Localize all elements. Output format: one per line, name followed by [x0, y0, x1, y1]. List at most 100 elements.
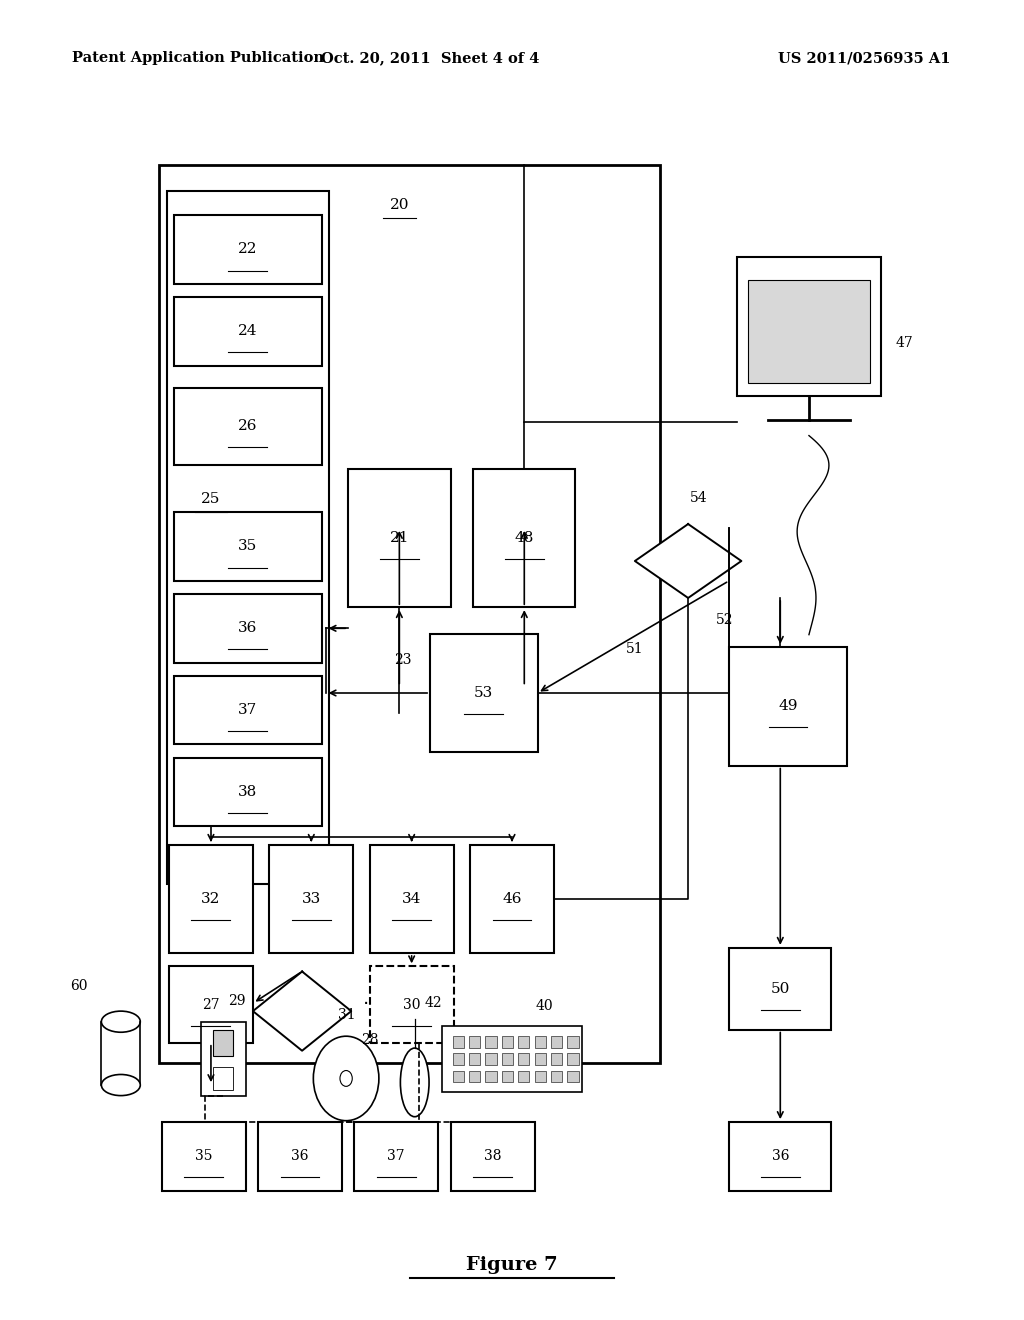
Bar: [535, 1071, 546, 1082]
Bar: [551, 1053, 562, 1065]
Bar: [470, 845, 554, 953]
Circle shape: [313, 1036, 379, 1121]
Bar: [162, 1122, 246, 1191]
Text: 29: 29: [228, 994, 246, 1007]
Text: 35: 35: [239, 540, 257, 553]
Polygon shape: [253, 972, 351, 1051]
Text: 23: 23: [393, 653, 412, 667]
Bar: [551, 1036, 562, 1048]
Text: 37: 37: [387, 1150, 406, 1163]
Text: 38: 38: [483, 1150, 502, 1163]
Bar: [485, 1053, 497, 1065]
Text: 30: 30: [402, 998, 421, 1011]
Text: 47: 47: [896, 337, 913, 350]
Bar: [451, 1122, 535, 1191]
Text: 36: 36: [771, 1150, 790, 1163]
Text: 51: 51: [626, 642, 644, 656]
Bar: [348, 469, 451, 607]
Text: 53: 53: [474, 686, 494, 700]
Bar: [453, 1071, 464, 1082]
Text: 46: 46: [502, 892, 522, 906]
Bar: [535, 1053, 546, 1065]
Bar: [485, 1036, 497, 1048]
Bar: [518, 1071, 529, 1082]
Bar: [201, 1022, 246, 1096]
Text: 54: 54: [689, 491, 708, 504]
Bar: [502, 1053, 513, 1065]
Text: ·: ·: [362, 995, 369, 1014]
Text: 60: 60: [71, 979, 88, 993]
Text: 50: 50: [771, 982, 790, 995]
Bar: [159, 165, 660, 1063]
Text: 36: 36: [291, 1150, 309, 1163]
Bar: [535, 1036, 546, 1048]
Bar: [442, 1026, 582, 1092]
Bar: [370, 845, 454, 953]
Bar: [453, 1036, 464, 1048]
Bar: [502, 1071, 513, 1082]
Text: 26: 26: [238, 420, 258, 433]
Bar: [485, 1071, 497, 1082]
Bar: [101, 1022, 140, 1085]
Text: 32: 32: [202, 892, 220, 906]
Bar: [737, 257, 881, 396]
Bar: [174, 676, 322, 744]
Bar: [258, 1122, 342, 1191]
Bar: [729, 1122, 831, 1191]
Bar: [518, 1053, 529, 1065]
Text: 25: 25: [202, 492, 220, 506]
Bar: [502, 1036, 513, 1048]
Text: 27: 27: [202, 998, 220, 1011]
Text: 52: 52: [716, 614, 733, 627]
Bar: [567, 1036, 579, 1048]
Text: 49: 49: [778, 700, 798, 713]
Ellipse shape: [101, 1074, 140, 1096]
Text: 36: 36: [239, 622, 257, 635]
Text: 34: 34: [402, 892, 421, 906]
Bar: [518, 1036, 529, 1048]
Text: 28: 28: [361, 1034, 379, 1047]
Bar: [174, 297, 322, 366]
Text: 20: 20: [389, 198, 410, 211]
Circle shape: [340, 1071, 352, 1086]
Bar: [729, 647, 847, 766]
Bar: [174, 215, 322, 284]
Polygon shape: [635, 524, 741, 598]
Bar: [213, 1030, 233, 1056]
Bar: [370, 966, 454, 1043]
Text: 24: 24: [238, 325, 258, 338]
Text: Oct. 20, 2011  Sheet 4 of 4: Oct. 20, 2011 Sheet 4 of 4: [321, 51, 540, 65]
Bar: [354, 1122, 438, 1191]
Bar: [169, 966, 253, 1043]
Bar: [174, 758, 322, 826]
Text: 33: 33: [302, 892, 321, 906]
Bar: [453, 1053, 464, 1065]
Bar: [174, 388, 322, 465]
Bar: [748, 280, 870, 383]
Text: 21: 21: [389, 531, 410, 545]
Bar: [729, 948, 831, 1030]
Bar: [567, 1071, 579, 1082]
Bar: [167, 191, 329, 884]
Text: Figure 7: Figure 7: [466, 1255, 558, 1274]
Bar: [469, 1053, 480, 1065]
Bar: [269, 845, 353, 953]
Text: 22: 22: [238, 243, 258, 256]
Bar: [174, 512, 322, 581]
Bar: [174, 594, 322, 663]
Text: 40: 40: [536, 999, 553, 1012]
Text: 31: 31: [338, 1008, 355, 1022]
Text: US 2011/0256935 A1: US 2011/0256935 A1: [778, 51, 950, 65]
Text: 48: 48: [515, 531, 534, 545]
Text: 35: 35: [195, 1150, 213, 1163]
Text: Patent Application Publication: Patent Application Publication: [72, 51, 324, 65]
Text: 42: 42: [425, 997, 442, 1010]
Bar: [567, 1053, 579, 1065]
Bar: [473, 469, 575, 607]
Bar: [469, 1036, 480, 1048]
Bar: [430, 634, 538, 752]
Ellipse shape: [400, 1048, 429, 1117]
Text: 37: 37: [239, 704, 257, 717]
Bar: [469, 1071, 480, 1082]
Bar: [551, 1071, 562, 1082]
